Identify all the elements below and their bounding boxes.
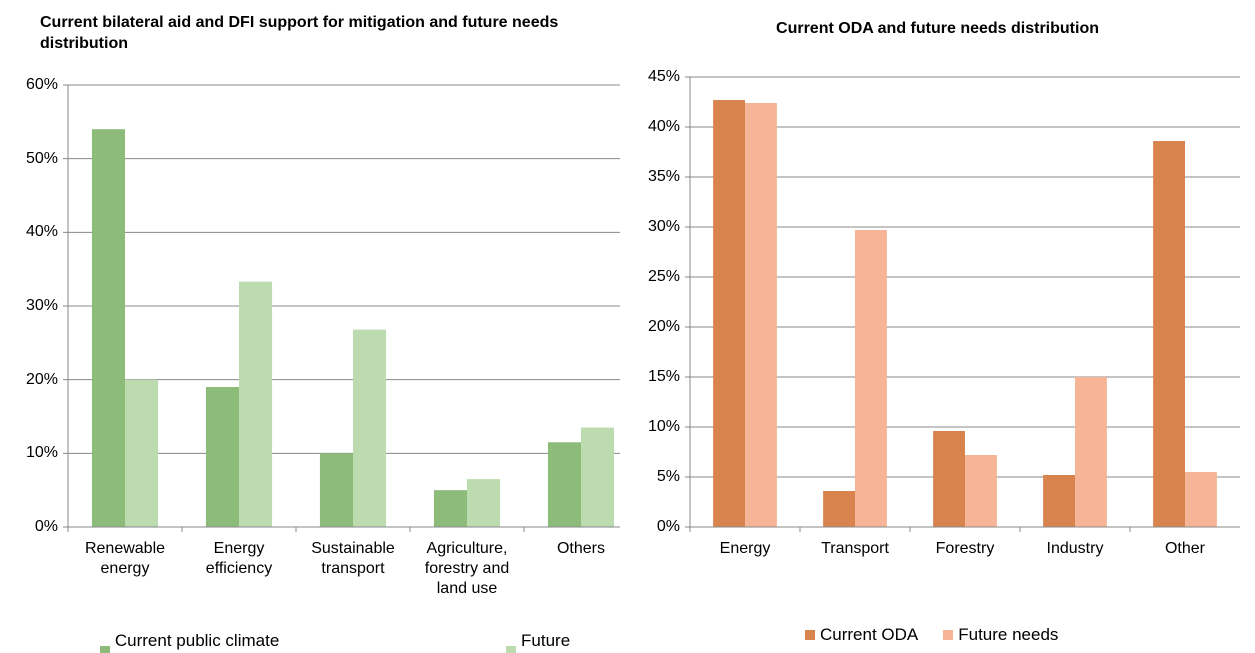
x-tick-label: Agriculture, forestry and land use bbox=[424, 540, 510, 597]
legend-item: Current public climate finance bbox=[100, 631, 336, 653]
x-tick-label: Renewable energy bbox=[84, 540, 166, 577]
x-tick-label: Other bbox=[1164, 540, 1205, 557]
y-tick-label: 0% bbox=[34, 518, 58, 535]
legend-swatch bbox=[943, 630, 954, 640]
chart-title: Current ODA and future needs distributio… bbox=[776, 20, 1099, 37]
bar bbox=[467, 479, 501, 527]
legend-item: Future needs bbox=[943, 625, 1058, 645]
legend-swatch bbox=[805, 630, 815, 640]
legend-item: Future needs bbox=[506, 631, 620, 653]
chart-panel: Current ODA and future needs distributio… bbox=[620, 0, 1255, 653]
bar bbox=[1043, 475, 1075, 527]
y-tick-label: 40% bbox=[647, 118, 680, 135]
chart bbox=[63, 84, 620, 532]
x-tick-label: Transport bbox=[821, 540, 889, 557]
bar bbox=[205, 387, 239, 527]
bar bbox=[745, 103, 777, 527]
y-tick-label: 30% bbox=[647, 218, 680, 235]
bar bbox=[547, 442, 581, 527]
y-tick-label: 0% bbox=[656, 518, 680, 535]
y-tick-label: 40% bbox=[25, 223, 58, 241]
bar bbox=[125, 379, 159, 527]
bar bbox=[353, 329, 387, 527]
chart-title: Current bilateral aid and DFI support fo… bbox=[40, 14, 559, 52]
x-tick-label: Industry bbox=[1046, 540, 1104, 557]
bar bbox=[1075, 377, 1107, 527]
bar bbox=[1185, 472, 1217, 527]
y-tick-label: 45% bbox=[647, 68, 680, 85]
legend: Current ODA Future needs bbox=[805, 625, 1058, 645]
bar bbox=[433, 490, 467, 527]
bar bbox=[855, 230, 887, 527]
x-tick-label: Others bbox=[556, 540, 605, 557]
bar bbox=[581, 427, 615, 527]
legend-label: Current ODA bbox=[820, 625, 919, 644]
y-tick-label: 35% bbox=[647, 168, 680, 185]
x-tick-label: Energy efficiency bbox=[205, 540, 273, 577]
y-tick-label: 10% bbox=[25, 444, 58, 462]
x-tick-label: Energy bbox=[719, 540, 771, 557]
bar bbox=[239, 281, 273, 527]
y-tick-label: 10% bbox=[647, 418, 680, 435]
legend: Current public climate finance Future nee… bbox=[100, 631, 620, 653]
bar bbox=[933, 431, 965, 527]
legend-label: Future needs bbox=[521, 631, 571, 653]
chart bbox=[685, 76, 1240, 532]
x-tick-label: Sustainable transport bbox=[311, 540, 395, 577]
bar bbox=[965, 455, 997, 527]
legend-swatch bbox=[100, 646, 110, 653]
legend-item: Current ODA bbox=[805, 625, 918, 645]
bar bbox=[319, 453, 353, 527]
x-tick-label: Forestry bbox=[935, 540, 995, 557]
chart-panel: Current bilateral aid and DFI support fo… bbox=[0, 0, 620, 653]
bar bbox=[91, 129, 125, 527]
y-tick-label: 30% bbox=[25, 297, 58, 314]
bar bbox=[823, 491, 855, 527]
y-tick-label: 25% bbox=[647, 268, 680, 285]
y-tick-label: 60% bbox=[25, 76, 58, 93]
legend-label: Future needs bbox=[958, 625, 1059, 644]
bar bbox=[713, 100, 745, 527]
legend-label: Current public climate finance bbox=[114, 631, 280, 653]
legend-swatch bbox=[506, 646, 517, 653]
y-tick-label: 20% bbox=[647, 318, 680, 335]
y-tick-label: 15% bbox=[647, 368, 680, 385]
y-tick-label: 20% bbox=[25, 370, 58, 388]
y-tick-label: 50% bbox=[25, 149, 58, 167]
bar bbox=[1153, 141, 1185, 527]
y-tick-label: 5% bbox=[656, 468, 680, 485]
